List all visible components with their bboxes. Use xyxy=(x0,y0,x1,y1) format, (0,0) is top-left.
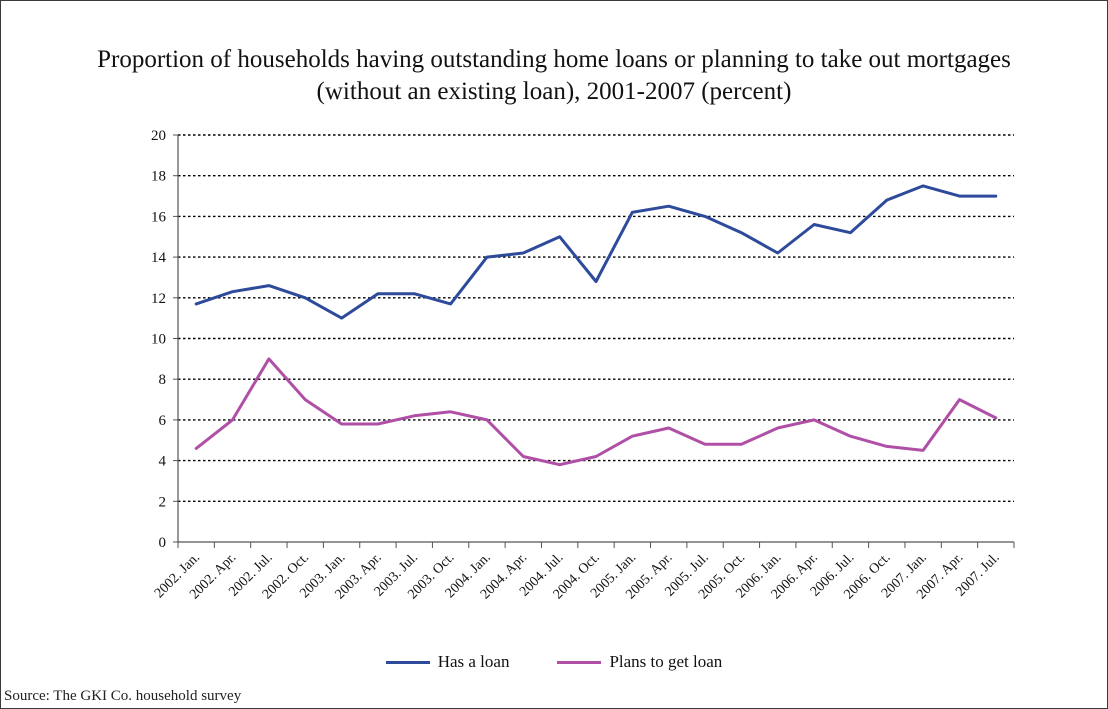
y-tick-label-2: 2 xyxy=(159,494,167,510)
y-tick-label-12: 12 xyxy=(151,291,166,307)
legend-label-has-a-loan: Has a loan xyxy=(437,652,510,671)
y-tick-label-14: 14 xyxy=(151,250,167,266)
y-tick-label-6: 6 xyxy=(159,413,167,429)
y-tick-label-8: 8 xyxy=(159,372,167,388)
y-tick-label-16: 16 xyxy=(151,209,167,225)
y-tick-label-10: 10 xyxy=(151,332,166,348)
legend-swatch-has-a-loan xyxy=(385,660,430,664)
chart-title-line-2: (without an existing loan), 2001-2007 (p… xyxy=(316,78,792,105)
legend-swatch-plans-to-get-loan xyxy=(557,660,602,664)
y-tick-label-0: 0 xyxy=(159,535,167,551)
series-lines xyxy=(194,184,998,467)
legend-item-has-a-loan: Has a loan xyxy=(385,652,510,672)
series-line-1 xyxy=(194,357,998,467)
legend-label-plans-to-get-loan: Plans to get loan xyxy=(609,652,723,671)
source-note: Source: The GKI Co. household survey xyxy=(4,688,242,704)
series-line-0 xyxy=(194,184,998,320)
y-tick-label-4: 4 xyxy=(159,454,167,470)
axes xyxy=(173,134,1015,548)
chart-title: Proportion of households having outstand… xyxy=(0,44,1108,108)
legend: Has a loan Plans to get loan xyxy=(0,651,1108,673)
y-tick-label-20: 20 xyxy=(151,128,166,144)
legend-item-plans-to-get-loan: Plans to get loan xyxy=(557,652,722,672)
grid-lines xyxy=(178,134,1014,502)
chart-title-line-1: Proportion of households having outstand… xyxy=(97,46,1011,73)
y-tick-label-18: 18 xyxy=(151,169,166,185)
